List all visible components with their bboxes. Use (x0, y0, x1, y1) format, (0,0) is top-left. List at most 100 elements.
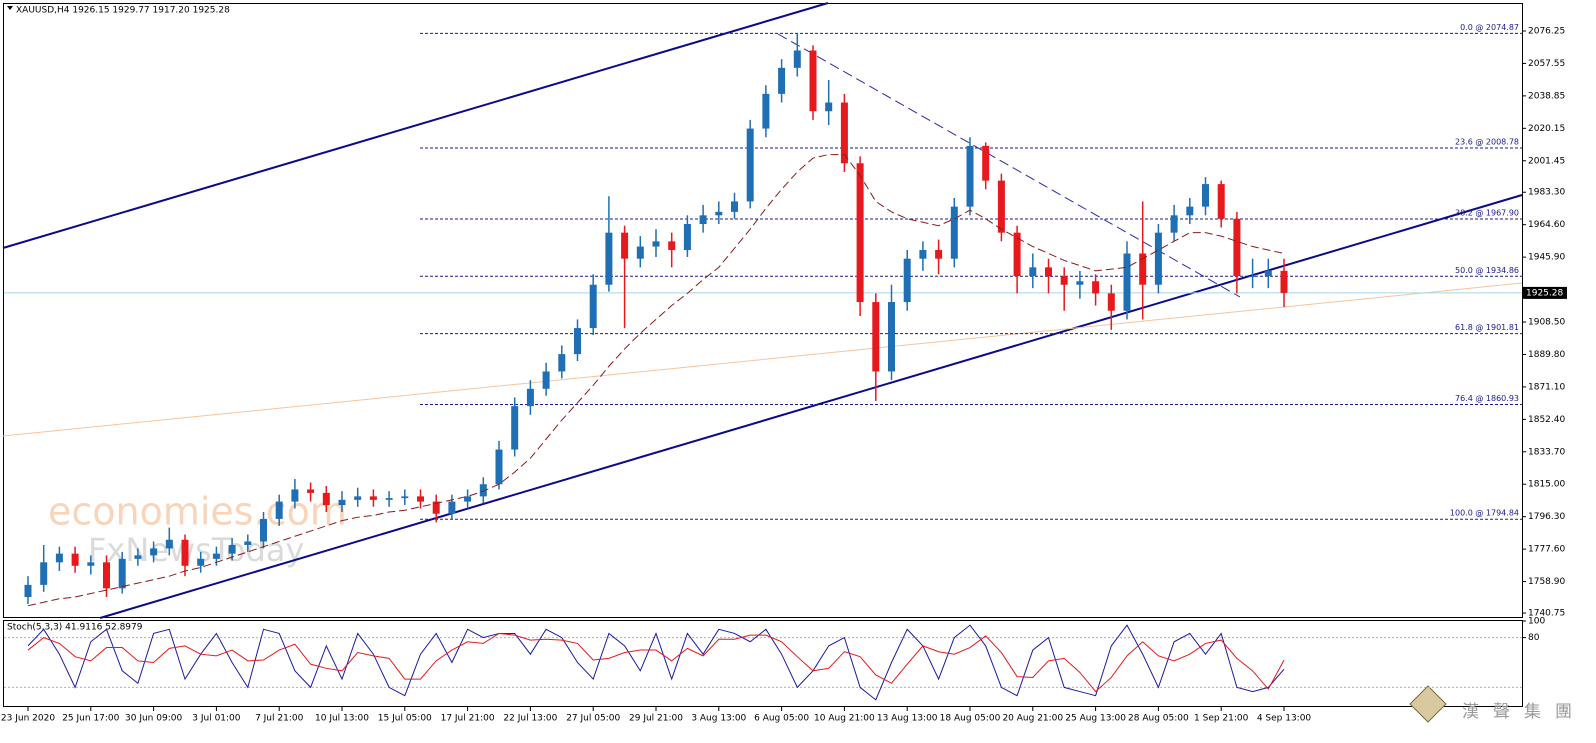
candle-body (244, 541, 252, 545)
candle-body (1045, 267, 1052, 277)
trendline-orange (2, 282, 1523, 437)
candle-body (652, 241, 660, 247)
x-tick-label: 17 Jul 21:00 (441, 714, 495, 724)
candle-body (1029, 267, 1037, 277)
candle-body (1107, 293, 1115, 311)
x-tick-label: 22 Jul 13:00 (503, 714, 557, 724)
candle-body (291, 489, 299, 502)
x-tick-label: 4 Sep 13:00 (1257, 714, 1312, 724)
y-tick-label: 1945.90 (1528, 253, 1565, 263)
candle-body (997, 180, 1005, 233)
moving-average (27, 154, 1285, 607)
channel-upper (2, 2, 829, 249)
candle-body (762, 93, 770, 129)
candle-body (1170, 215, 1178, 233)
candle-body (746, 128, 754, 202)
y-tick-label: 1983.30 (1528, 188, 1565, 198)
chart-title: XAUUSD,H4 1926.15 1929.77 1917.20 1925.2… (16, 6, 230, 16)
fib-label: 38.2 @ 1967.90 (1455, 208, 1519, 217)
candle-body (715, 211, 723, 216)
candle-body (40, 562, 48, 585)
candle-body (982, 145, 990, 181)
x-tick-label: 3 Jul 01:00 (192, 714, 241, 724)
y-tick-label: 80 (1528, 633, 1540, 643)
candle-body (71, 553, 79, 566)
candle-body (369, 496, 377, 500)
candle-body (605, 232, 613, 285)
candle-body (574, 328, 581, 355)
y-tick-label: 2020.15 (1528, 124, 1565, 134)
current-price-label: 1925.28 (1526, 288, 1563, 298)
current-price-box (1523, 286, 1567, 299)
candle-body (197, 558, 205, 566)
fib-label: 23.6 @ 2008.78 (1455, 138, 1519, 147)
candle-body (872, 302, 880, 372)
fib-label: 76.4 @ 1860.93 (1455, 394, 1519, 403)
candle-body (212, 553, 220, 559)
candle-body (275, 501, 283, 519)
candle-body (966, 145, 974, 207)
y-tick-label: 1908.50 (1528, 318, 1565, 328)
candle-body (825, 102, 833, 112)
candle-body (401, 496, 409, 499)
candle-body (448, 501, 456, 514)
candle-body (103, 562, 110, 589)
candle-body (228, 544, 236, 554)
candle-body (668, 241, 676, 251)
candle-body (1280, 270, 1288, 293)
fib-label: 50.0 @ 1934.86 (1455, 266, 1519, 275)
x-tick-label: 10 Jul 13:00 (315, 714, 369, 724)
candle-body (856, 163, 864, 303)
candle-body (1217, 184, 1225, 219)
x-tick-label: 6 Aug 05:00 (754, 714, 809, 724)
candle-body (526, 388, 534, 407)
collapse-marker (7, 6, 13, 10)
candle-body (699, 215, 707, 224)
x-tick-label: 30 Jun 09:00 (125, 714, 182, 724)
y-tick-label: 2038.85 (1528, 91, 1565, 101)
x-tick-label: 25 Aug 13:00 (1065, 714, 1126, 724)
candle-body (24, 584, 32, 598)
stoch-title: Stoch(5,3,3) 41.9116 52.8979 (7, 623, 143, 633)
candle-body (950, 206, 958, 259)
candle-body (134, 555, 142, 559)
y-tick-label: 1777.60 (1528, 545, 1565, 555)
candle-body (542, 371, 550, 389)
x-tick-label: 29 Jul 21:00 (629, 714, 683, 724)
x-tick-label: 25 Jun 17:00 (62, 714, 119, 724)
x-tick-label: 20 Aug 21:00 (1002, 714, 1063, 724)
candle-body (338, 499, 346, 506)
candle-body (636, 246, 644, 259)
candle-body (118, 558, 126, 589)
candle-body (1013, 232, 1021, 277)
candle-body (55, 553, 63, 563)
y-tick-label: 1964.60 (1528, 220, 1565, 230)
candle-body (464, 496, 472, 502)
y-tick-label: 2057.55 (1528, 59, 1565, 69)
candle-body (778, 67, 786, 94)
y-tick-label: 1871.10 (1528, 382, 1565, 392)
fib-label: 100.0 @ 1794.84 (1450, 509, 1519, 518)
y-tick-label: 1889.80 (1528, 350, 1565, 360)
candle-body (322, 492, 330, 506)
candle-body (1060, 276, 1068, 285)
candle-body (354, 496, 362, 500)
y-tick-label: 100 (1528, 617, 1545, 627)
candle-body (935, 250, 943, 259)
candle-body (1186, 206, 1194, 216)
candle-body (260, 518, 267, 542)
y-tick-label: 1852.40 (1528, 415, 1565, 425)
y-tick-label: 1833.70 (1528, 447, 1565, 457)
candle-body (87, 562, 95, 566)
x-tick-label: 1 Sep 21:00 (1194, 714, 1249, 724)
candle-body (1233, 218, 1241, 277)
fib-label: 61.8 @ 1901.81 (1455, 323, 1519, 332)
x-tick-label: 18 Aug 05:00 (940, 714, 1001, 724)
y-tick-label: 1796.30 (1528, 512, 1565, 522)
logo-mark (1409, 685, 1447, 723)
x-tick-label: 27 Jul 05:00 (566, 714, 620, 724)
candle-body (919, 250, 927, 259)
x-tick-label: 28 Aug 05:00 (1128, 714, 1189, 724)
candle-body (1154, 232, 1162, 285)
candle-body (558, 354, 566, 372)
